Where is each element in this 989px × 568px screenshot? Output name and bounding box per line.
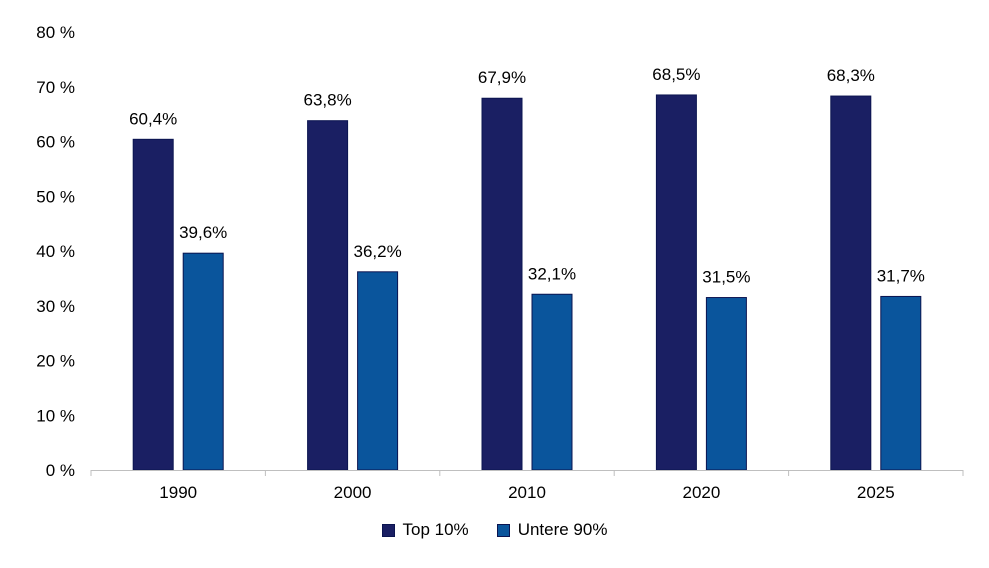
bar-untere90-2020	[705, 297, 747, 471]
x-axis-tick-labels: 1990 2000 2010 2020 2025	[159, 483, 894, 502]
y-tick-label: 0 %	[46, 461, 75, 480]
y-tick-label: 80 %	[36, 23, 75, 42]
legend-swatch-top10	[381, 523, 395, 537]
x-tick-label: 1990	[159, 483, 197, 502]
x-tick-label: 2020	[682, 483, 720, 502]
y-tick-label: 20 %	[36, 352, 75, 371]
data-label: 36,2%	[353, 242, 401, 261]
x-tick-label: 2000	[334, 483, 372, 502]
legend: Top 10% Untere 90%	[0, 520, 989, 540]
x-tick-label: 2010	[508, 483, 546, 502]
bar-untere90-1990	[182, 252, 224, 471]
legend-label-top10: Top 10%	[402, 520, 469, 539]
data-label: 39,6%	[179, 223, 227, 242]
bar-untere90-2000	[357, 271, 399, 471]
data-label: 32,1%	[528, 264, 576, 283]
legend-item-top10: Top 10%	[381, 520, 469, 540]
data-label: 68,3%	[827, 66, 875, 85]
data-label: 63,8%	[303, 91, 351, 110]
bar-top10-2020	[655, 94, 697, 471]
bar-untere90-2025	[880, 295, 922, 471]
bars-group	[132, 94, 922, 471]
bar-untere90-2010	[531, 293, 573, 471]
y-tick-label: 50 %	[36, 187, 75, 206]
data-label: 31,7%	[877, 266, 925, 285]
legend-label-untere90: Untere 90%	[517, 520, 608, 539]
data-label: 31,5%	[702, 268, 750, 287]
legend-swatch-untere90	[496, 523, 510, 537]
x-tick-label: 2025	[857, 483, 895, 502]
bar-top10-2010	[481, 97, 523, 471]
data-label: 67,9%	[478, 68, 526, 87]
bar-top10-2025	[830, 95, 872, 471]
data-label: 60,4%	[129, 109, 177, 128]
bar-top10-2000	[307, 120, 349, 471]
y-tick-label: 60 %	[36, 133, 75, 152]
x-axis-ticks	[90, 470, 964, 476]
bar-top10-1990	[132, 138, 174, 471]
y-tick-label: 10 %	[36, 406, 75, 425]
y-tick-label: 30 %	[36, 297, 75, 316]
legend-item-untere90: Untere 90%	[496, 520, 608, 540]
data-labels-group: 60,4% 39,6% 63,8% 36,2% 67,9% 32,1% 68,5% 31,5%…	[129, 65, 925, 287]
data-label: 68,5%	[652, 65, 700, 84]
y-tick-label: 70 %	[36, 78, 75, 97]
y-axis-tick-labels: 0 % 10 % 20 % 30 % 40 % 50 % 60 % 70 % 80 %	[36, 23, 75, 480]
y-tick-label: 40 %	[36, 242, 75, 261]
